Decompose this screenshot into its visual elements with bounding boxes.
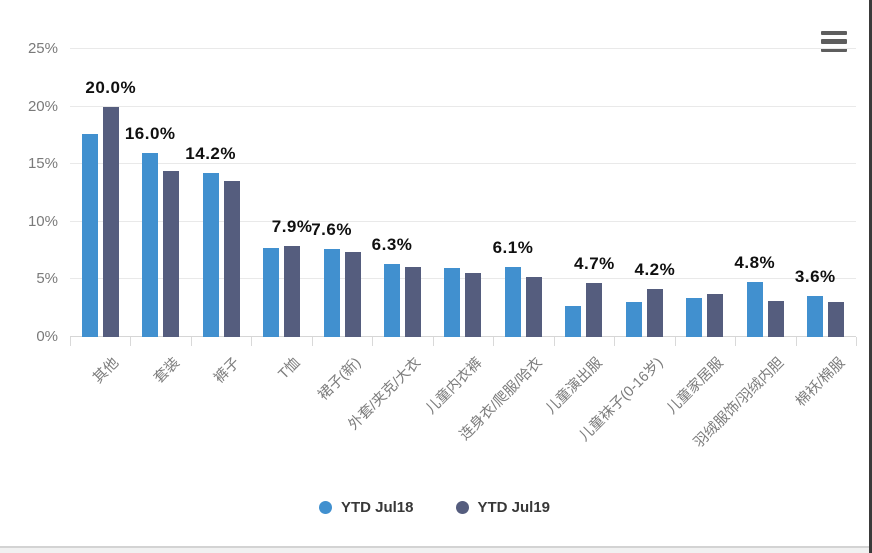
x-axis-tick: [311, 337, 313, 346]
x-axis-label: 裙子(新): [315, 354, 365, 404]
x-axis-tick: [372, 337, 374, 346]
bar-group: [433, 49, 493, 337]
bar-ytd-jul19[interactable]: [284, 246, 301, 337]
legend-dot-icon: [455, 500, 469, 514]
y-axis-label: 20%: [27, 97, 58, 115]
legend-label: YTD Jul19: [477, 498, 551, 516]
bar-ytd-jul19[interactable]: [828, 302, 845, 337]
bar-ytd-jul19[interactable]: [707, 294, 724, 337]
bar-ytd-jul19[interactable]: [525, 277, 542, 337]
x-axis-tick: [856, 337, 857, 346]
legend-dot-icon: [318, 500, 332, 514]
bar-ytd-jul18[interactable]: [323, 249, 340, 337]
data-label: 14.2%: [185, 144, 236, 164]
window-edge: [869, 0, 872, 553]
data-label: 4.8%: [734, 252, 776, 272]
y-axis-label: 10%: [27, 212, 58, 230]
x-axis-tick: [614, 337, 616, 346]
bar-ytd-jul18[interactable]: [625, 302, 642, 337]
bar-ytd-jul18[interactable]: [565, 305, 582, 337]
bottom-divider: [0, 546, 869, 548]
bar-group: [312, 49, 372, 337]
y-axis-label: 15%: [27, 155, 58, 173]
y-axis-label: 25%: [27, 40, 58, 57]
x-axis-tick: [674, 337, 676, 346]
legend: YTD Jul18 YTD Jul19: [0, 496, 869, 518]
bar-ytd-jul18[interactable]: [444, 267, 461, 337]
x-axis-label: T恤: [275, 354, 304, 383]
bar-group: [796, 49, 856, 337]
bar-ytd-jul19[interactable]: [102, 106, 119, 337]
bar-ytd-jul19[interactable]: [465, 272, 482, 337]
x-axis-label: 其他: [90, 354, 123, 387]
bar-ytd-jul19[interactable]: [646, 288, 663, 337]
bar-group: [251, 49, 311, 337]
data-label: 20.0%: [85, 77, 137, 97]
hamburger-bar: [821, 31, 847, 36]
data-label: 3.6%: [794, 266, 836, 286]
x-axis-tick: [251, 337, 253, 346]
bar-group: [191, 49, 251, 337]
bar-ytd-jul18[interactable]: [504, 266, 521, 337]
y-axis-label: 5%: [36, 270, 58, 288]
x-axis-tick: [190, 337, 192, 346]
data-label: 6.1%: [492, 237, 534, 257]
data-label: 7.9%: [271, 217, 313, 236]
hamburger-bar: [821, 47, 847, 52]
data-label: 6.3%: [371, 235, 413, 255]
bottom-strip: [0, 548, 869, 553]
hamburger-bar: [821, 39, 847, 44]
x-axis-tick: [735, 337, 737, 346]
data-label: 16.0%: [124, 123, 176, 143]
x-axis-tick: [70, 337, 71, 346]
x-axis-tick: [795, 337, 797, 346]
bar-ytd-jul18[interactable]: [807, 295, 824, 337]
bar-group: [130, 49, 190, 337]
gridline: [70, 163, 856, 165]
bar-ytd-jul18[interactable]: [384, 264, 401, 337]
data-label: 4.2%: [634, 259, 676, 279]
x-axis-tick: [130, 337, 132, 346]
gridline: [70, 105, 856, 107]
bar-ytd-jul18[interactable]: [263, 248, 280, 337]
data-label: 7.6%: [311, 220, 352, 240]
bar-group: [493, 49, 553, 337]
gridline: [70, 48, 856, 49]
bar-ytd-jul19[interactable]: [405, 266, 422, 337]
bar-ytd-jul18[interactable]: [746, 281, 763, 337]
bar-ytd-jul19[interactable]: [223, 181, 240, 337]
gridline: [70, 336, 856, 337]
x-axis-label: 套装: [151, 354, 183, 387]
hamburger-menu-icon[interactable]: [821, 31, 847, 52]
bar-ytd-jul19[interactable]: [344, 251, 361, 337]
bar-group: [735, 49, 795, 337]
bar-ytd-jul19[interactable]: [163, 171, 180, 337]
bar-ytd-jul18[interactable]: [202, 173, 219, 337]
bar-group: [614, 49, 674, 337]
legend-item-ytd-jul18[interactable]: YTD Jul18: [318, 498, 414, 516]
data-label: 4.7%: [574, 253, 615, 273]
x-axis-label: 棉袄/棉服: [792, 354, 848, 411]
x-axis-label: 裤子: [211, 354, 244, 387]
x-axis-tick: [432, 337, 434, 346]
gridline: [70, 278, 856, 280]
bar-group: [675, 49, 735, 337]
bar-group: [554, 49, 614, 337]
bar-ytd-jul18[interactable]: [686, 297, 703, 337]
gridline: [70, 220, 856, 222]
x-axis-tick: [493, 337, 495, 346]
legend-item-ytd-jul19[interactable]: YTD Jul19: [455, 498, 551, 516]
bar-ytd-jul19[interactable]: [767, 301, 784, 337]
bar-ytd-jul18[interactable]: [81, 134, 98, 337]
plot-area: 20.0% 16.0% 14.2% 7.9% 7.6% 6.3% 6.1% 4.7% 4.2% 4…: [70, 48, 856, 337]
bar-group: [372, 49, 432, 337]
bar-group: [70, 49, 130, 337]
legend-label: YTD Jul18: [340, 498, 414, 516]
y-axis-label: 0%: [36, 328, 58, 345]
bar-ytd-jul19[interactable]: [586, 282, 603, 337]
x-axis-tick: [553, 337, 555, 346]
bar-ytd-jul18[interactable]: [142, 152, 159, 337]
